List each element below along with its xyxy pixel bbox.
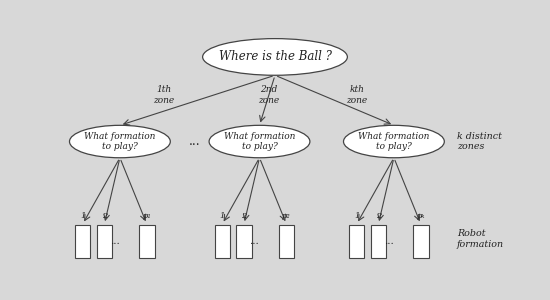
Bar — [349, 225, 365, 258]
Text: What formation
to play?: What formation to play? — [84, 132, 156, 151]
Text: p₂: p₂ — [282, 212, 291, 220]
Text: 1: 1 — [219, 212, 225, 220]
Text: What formation
to play?: What formation to play? — [224, 132, 295, 151]
Text: ...: ... — [189, 135, 201, 148]
Text: ...: ... — [250, 237, 259, 246]
Bar — [97, 225, 112, 258]
Bar — [279, 225, 294, 258]
Text: 1: 1 — [80, 212, 85, 220]
Text: ...: ... — [384, 237, 394, 246]
Text: Robot
formation: Robot formation — [457, 229, 504, 248]
Text: pₖ: pₖ — [416, 212, 425, 220]
Bar — [214, 225, 230, 258]
Text: 2: 2 — [102, 212, 107, 220]
Bar — [75, 225, 90, 258]
Bar — [413, 225, 428, 258]
Bar — [139, 225, 155, 258]
Ellipse shape — [202, 39, 348, 75]
Text: p₁: p₁ — [142, 212, 151, 220]
Text: kth
zone: kth zone — [346, 85, 367, 105]
Text: 2nd
zone: 2nd zone — [258, 85, 279, 105]
Ellipse shape — [69, 125, 170, 158]
Text: What formation
to play?: What formation to play? — [358, 132, 430, 151]
Text: 1: 1 — [354, 212, 359, 220]
Text: Where is the Ball ?: Where is the Ball ? — [218, 50, 332, 63]
Text: k distinct
zones: k distinct zones — [457, 132, 502, 151]
Text: 1th
zone: 1th zone — [153, 85, 174, 105]
Ellipse shape — [209, 125, 310, 158]
Bar — [236, 225, 252, 258]
Ellipse shape — [344, 125, 444, 158]
Text: ...: ... — [110, 237, 119, 246]
Text: 2: 2 — [376, 212, 381, 220]
Text: 2: 2 — [241, 212, 246, 220]
Bar — [371, 225, 386, 258]
